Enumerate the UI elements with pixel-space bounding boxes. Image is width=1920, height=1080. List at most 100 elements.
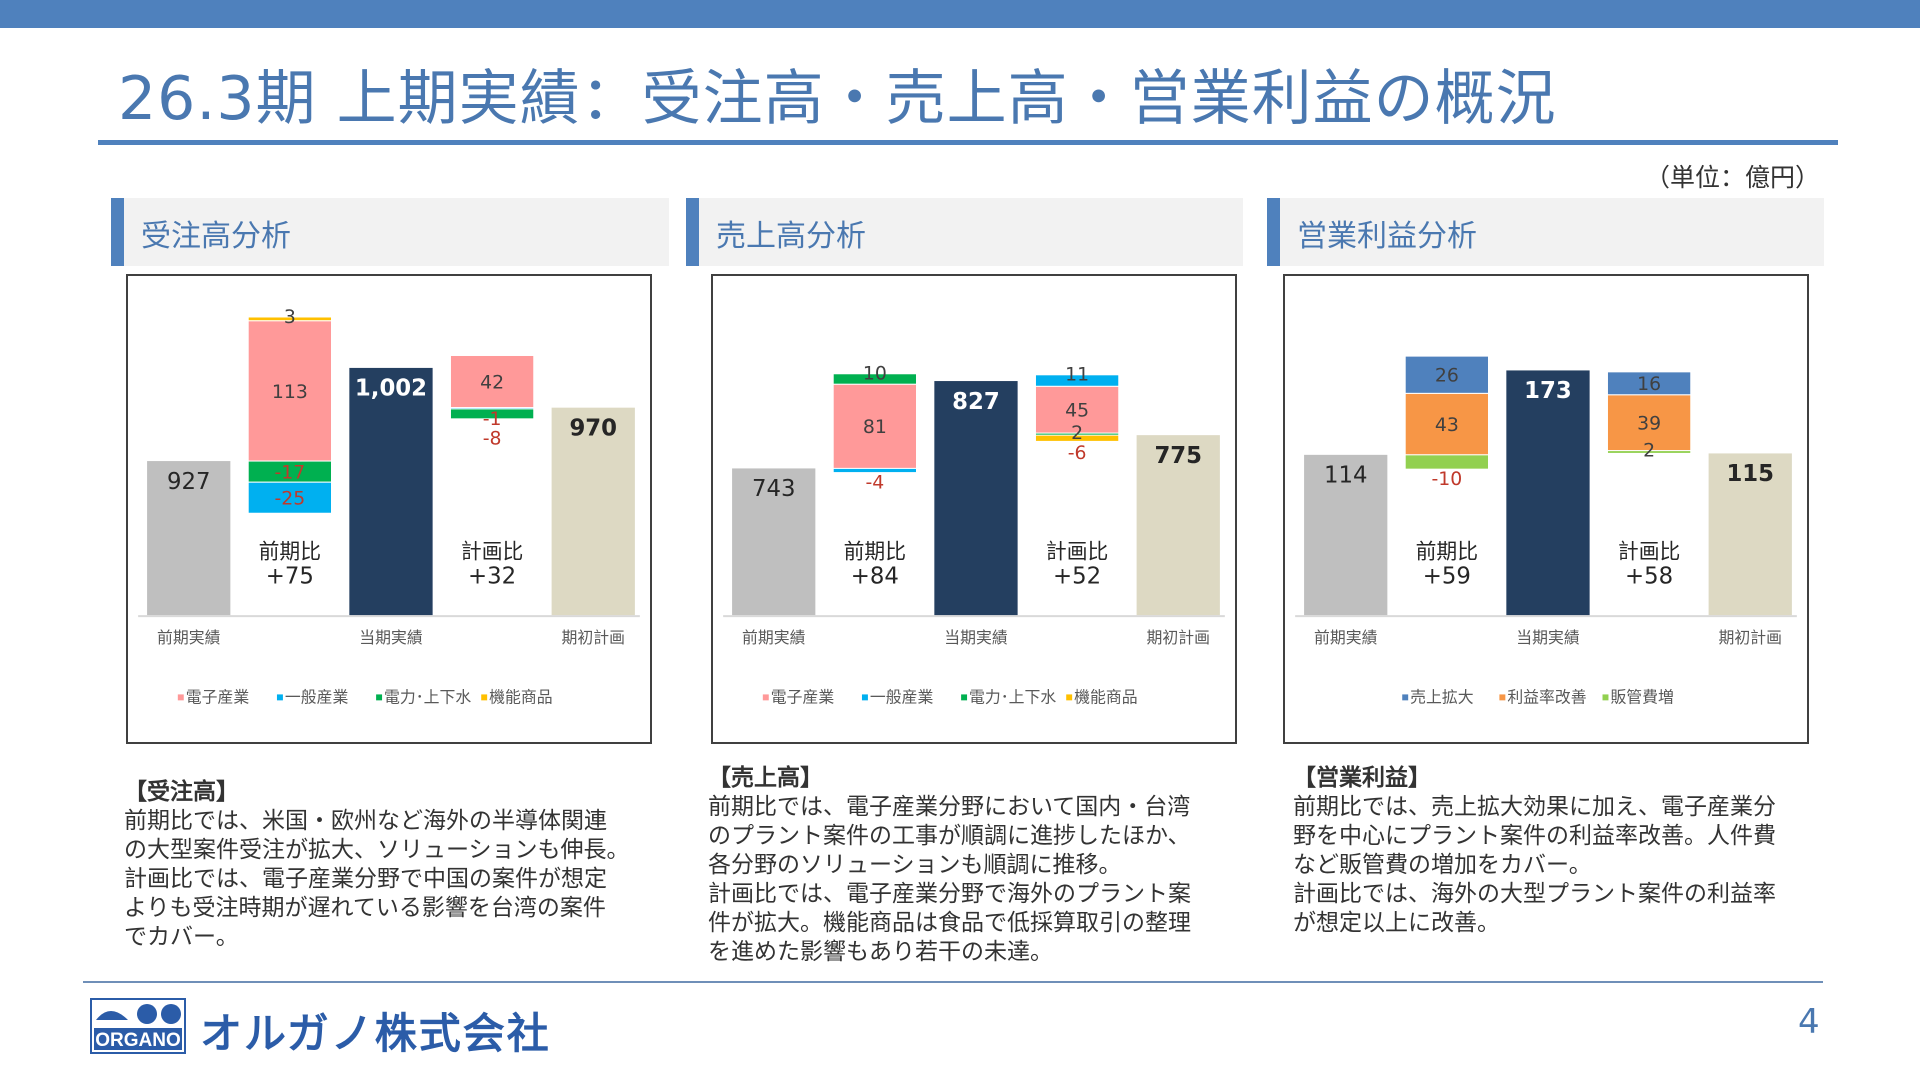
segment-value-label: -4 (865, 472, 884, 493)
category-label: 期初計画 (562, 628, 625, 647)
legend-swatch (961, 694, 968, 701)
profit-waterfall-chart: 114 前期実績 43 26 -10 前期比+59 173 当期実績 2 39 16 計画比+58 11… (1295, 355, 1797, 706)
section-header-profit: 営業利益分析 (1267, 198, 1824, 266)
bar-期初計画 (551, 407, 635, 616)
sales-chart: 743 前期実績 81 10 -4 前期比 +84 827 当期実績 2 45 11 -6 計画比 +52 7… (711, 274, 1237, 744)
section-title: 売上高分析 (716, 219, 866, 254)
segment-value-label: -10 (1431, 469, 1462, 490)
delta-caption: 前期比 (259, 540, 321, 564)
svg-text:ORGANO: ORGANO (95, 1030, 181, 1051)
commentary-line: など販管費の増加をカバー。 (1293, 852, 1592, 878)
commentary-line: のプラント案件の工事が順調に進捗したほか、 (708, 823, 1191, 849)
section-accent (111, 198, 124, 266)
delta-caption: 計画比 (1618, 540, 1680, 564)
unit-label: （単位：億円） (1644, 163, 1820, 192)
sales-waterfall-chart: 743 前期実績 81 10 -4 前期比+84 827 当期実績 245 11 -6 計画比+52 7… (723, 364, 1225, 706)
delta-caption: 前期比 (1416, 540, 1478, 564)
delta-value: +58 (1625, 563, 1673, 589)
section-accent (686, 198, 699, 266)
legend-label: 電子産業 (771, 687, 835, 706)
page-title: 26.3期 上期実績：受注高・売上高・営業利益の概況 (118, 64, 1557, 134)
delta-caption: 前期比 (844, 540, 906, 564)
delta-caption: 計画比 (1046, 540, 1108, 564)
top-accent-bar (0, 0, 1920, 28)
organo-logo: ORGANO (90, 998, 186, 1058)
legend-label: 利益率改善 (1507, 687, 1586, 706)
bar-value-label: 775 (1154, 443, 1202, 469)
bar-value-label: 115 (1726, 461, 1774, 487)
waterfall-segment (1404, 355, 1489, 394)
legend-label: 機能商品 (1074, 687, 1137, 706)
company-name: オルガノ株式会社 (200, 1009, 551, 1058)
commentary-line: が想定以上に改善。 (1293, 910, 1500, 936)
section-header-orders: 受注高分析 (111, 198, 669, 266)
waterfall-segment (832, 373, 917, 385)
waterfall-segment (449, 408, 535, 420)
segment-value-label: 42 (480, 373, 504, 394)
segment-value-label: 2 (1071, 423, 1083, 444)
legend-swatch (861, 694, 868, 701)
category-label: 期初計画 (1147, 628, 1210, 647)
delta-value: +59 (1423, 563, 1471, 589)
legend-label: 電力･上下水 (384, 687, 471, 706)
segment-value-label: 113 (272, 382, 308, 403)
waterfall-segment (1034, 434, 1120, 442)
commentary-heading: 【営業利益】 (1293, 765, 1431, 791)
orders-waterfall-chart: 927 前期実績 113 3 -17 -25 前期比+75 1,002 当期実績 42 -1-8 計画… (138, 307, 640, 706)
segment-value-label: -1 (483, 409, 502, 430)
commentary-heading: 【受注高】 (124, 779, 239, 805)
bar-前期実績 (1304, 454, 1388, 616)
legend-label: 売上拡大 (1410, 687, 1474, 706)
delta-value: +75 (266, 563, 314, 589)
segment-value-label: 45 (1065, 401, 1089, 422)
commentary-line: 計画比では、電子産業分野で海外のプラント案 (708, 881, 1191, 907)
segment-value-label: 2 (1643, 441, 1655, 462)
segment-value-label: 26 (1435, 366, 1459, 387)
section-accent (1267, 198, 1280, 266)
commentary-line: の大型案件受注が拡大、ソリューションも伸長。 (124, 837, 630, 863)
segment-value-label: 11 (1065, 365, 1089, 386)
legend-swatch (276, 694, 283, 701)
commentary-line: 前期比では、電子産業分野において国内・台湾 (708, 794, 1191, 820)
commentary-line: 件が拡大。機能商品は食品で低採算取引の整理 (708, 910, 1191, 936)
orders-commentary: 【受注高】前期比では、米国・欧州など海外の半導体関連 の大型案件受注が拡大、ソリュ… (124, 778, 654, 952)
legend-label: 電子産業 (186, 687, 250, 706)
waterfall-segment (1034, 385, 1120, 434)
commentary-line: 前期比では、米国・欧州など海外の半導体関連 (124, 808, 607, 834)
legend-label: 機能商品 (489, 687, 552, 706)
commentary-line: よりも受注時期が遅れている影響を台湾の案件 (124, 895, 606, 921)
title-underline (98, 140, 1838, 145)
legend-swatch (1499, 694, 1506, 701)
commentary-line: でカバー。 (124, 924, 239, 950)
commentary-line: 計画比では、海外の大型プラント案件の利益率 (1293, 881, 1776, 907)
waterfall-segment (247, 320, 332, 462)
segment-value-label: -6 (1068, 443, 1087, 464)
category-label: 当期実績 (1516, 628, 1580, 647)
profit-commentary: 【営業利益】 前期比では、売上拡大効果に加え、電子産業分 野を中心にプラント案件の利… (1293, 764, 1823, 938)
delta-value: +32 (468, 563, 516, 589)
segment-value-label: -17 (274, 463, 305, 484)
category-label: 前期実績 (742, 628, 806, 647)
section-title: 営業利益分析 (1297, 219, 1477, 254)
segment-value-label: -8 (483, 429, 502, 450)
waterfall-segment (247, 316, 332, 322)
waterfall-segment (247, 481, 332, 514)
waterfall-segment (1404, 454, 1489, 470)
category-label: 前期実績 (1314, 628, 1378, 647)
legend-swatch (1602, 694, 1609, 701)
commentary-heading: 【売上高】 (708, 765, 823, 791)
orders-chart: 927 前期実績 113 3 -17 -25 前期比 +75 1,002 当期実績 42 -1 -8 計画… (126, 274, 652, 744)
commentary-line: 計画比では、電子産業分野で中国の案件が想定 (124, 866, 607, 892)
waterfall-segment (832, 383, 917, 469)
delta-value: +84 (851, 563, 899, 589)
commentary-line: 各分野のソリューションも順調に推移。 (708, 852, 1122, 878)
segment-value-label: 10 (863, 364, 887, 385)
section-header-sales: 売上高分析 (686, 198, 1243, 266)
bar-value-label: 1,002 (355, 376, 427, 402)
bar-前期実績 (147, 461, 231, 616)
segment-value-label: 43 (1435, 415, 1459, 436)
profit-chart: 114 前期実績 43 26 -10 前期比 +59 173 当期実績 2 39 16 計画比 +58 11… (1283, 274, 1809, 744)
category-label: 期初計画 (1719, 628, 1782, 647)
legend-swatch (177, 694, 184, 701)
legend-label: 電力･上下水 (969, 687, 1056, 706)
